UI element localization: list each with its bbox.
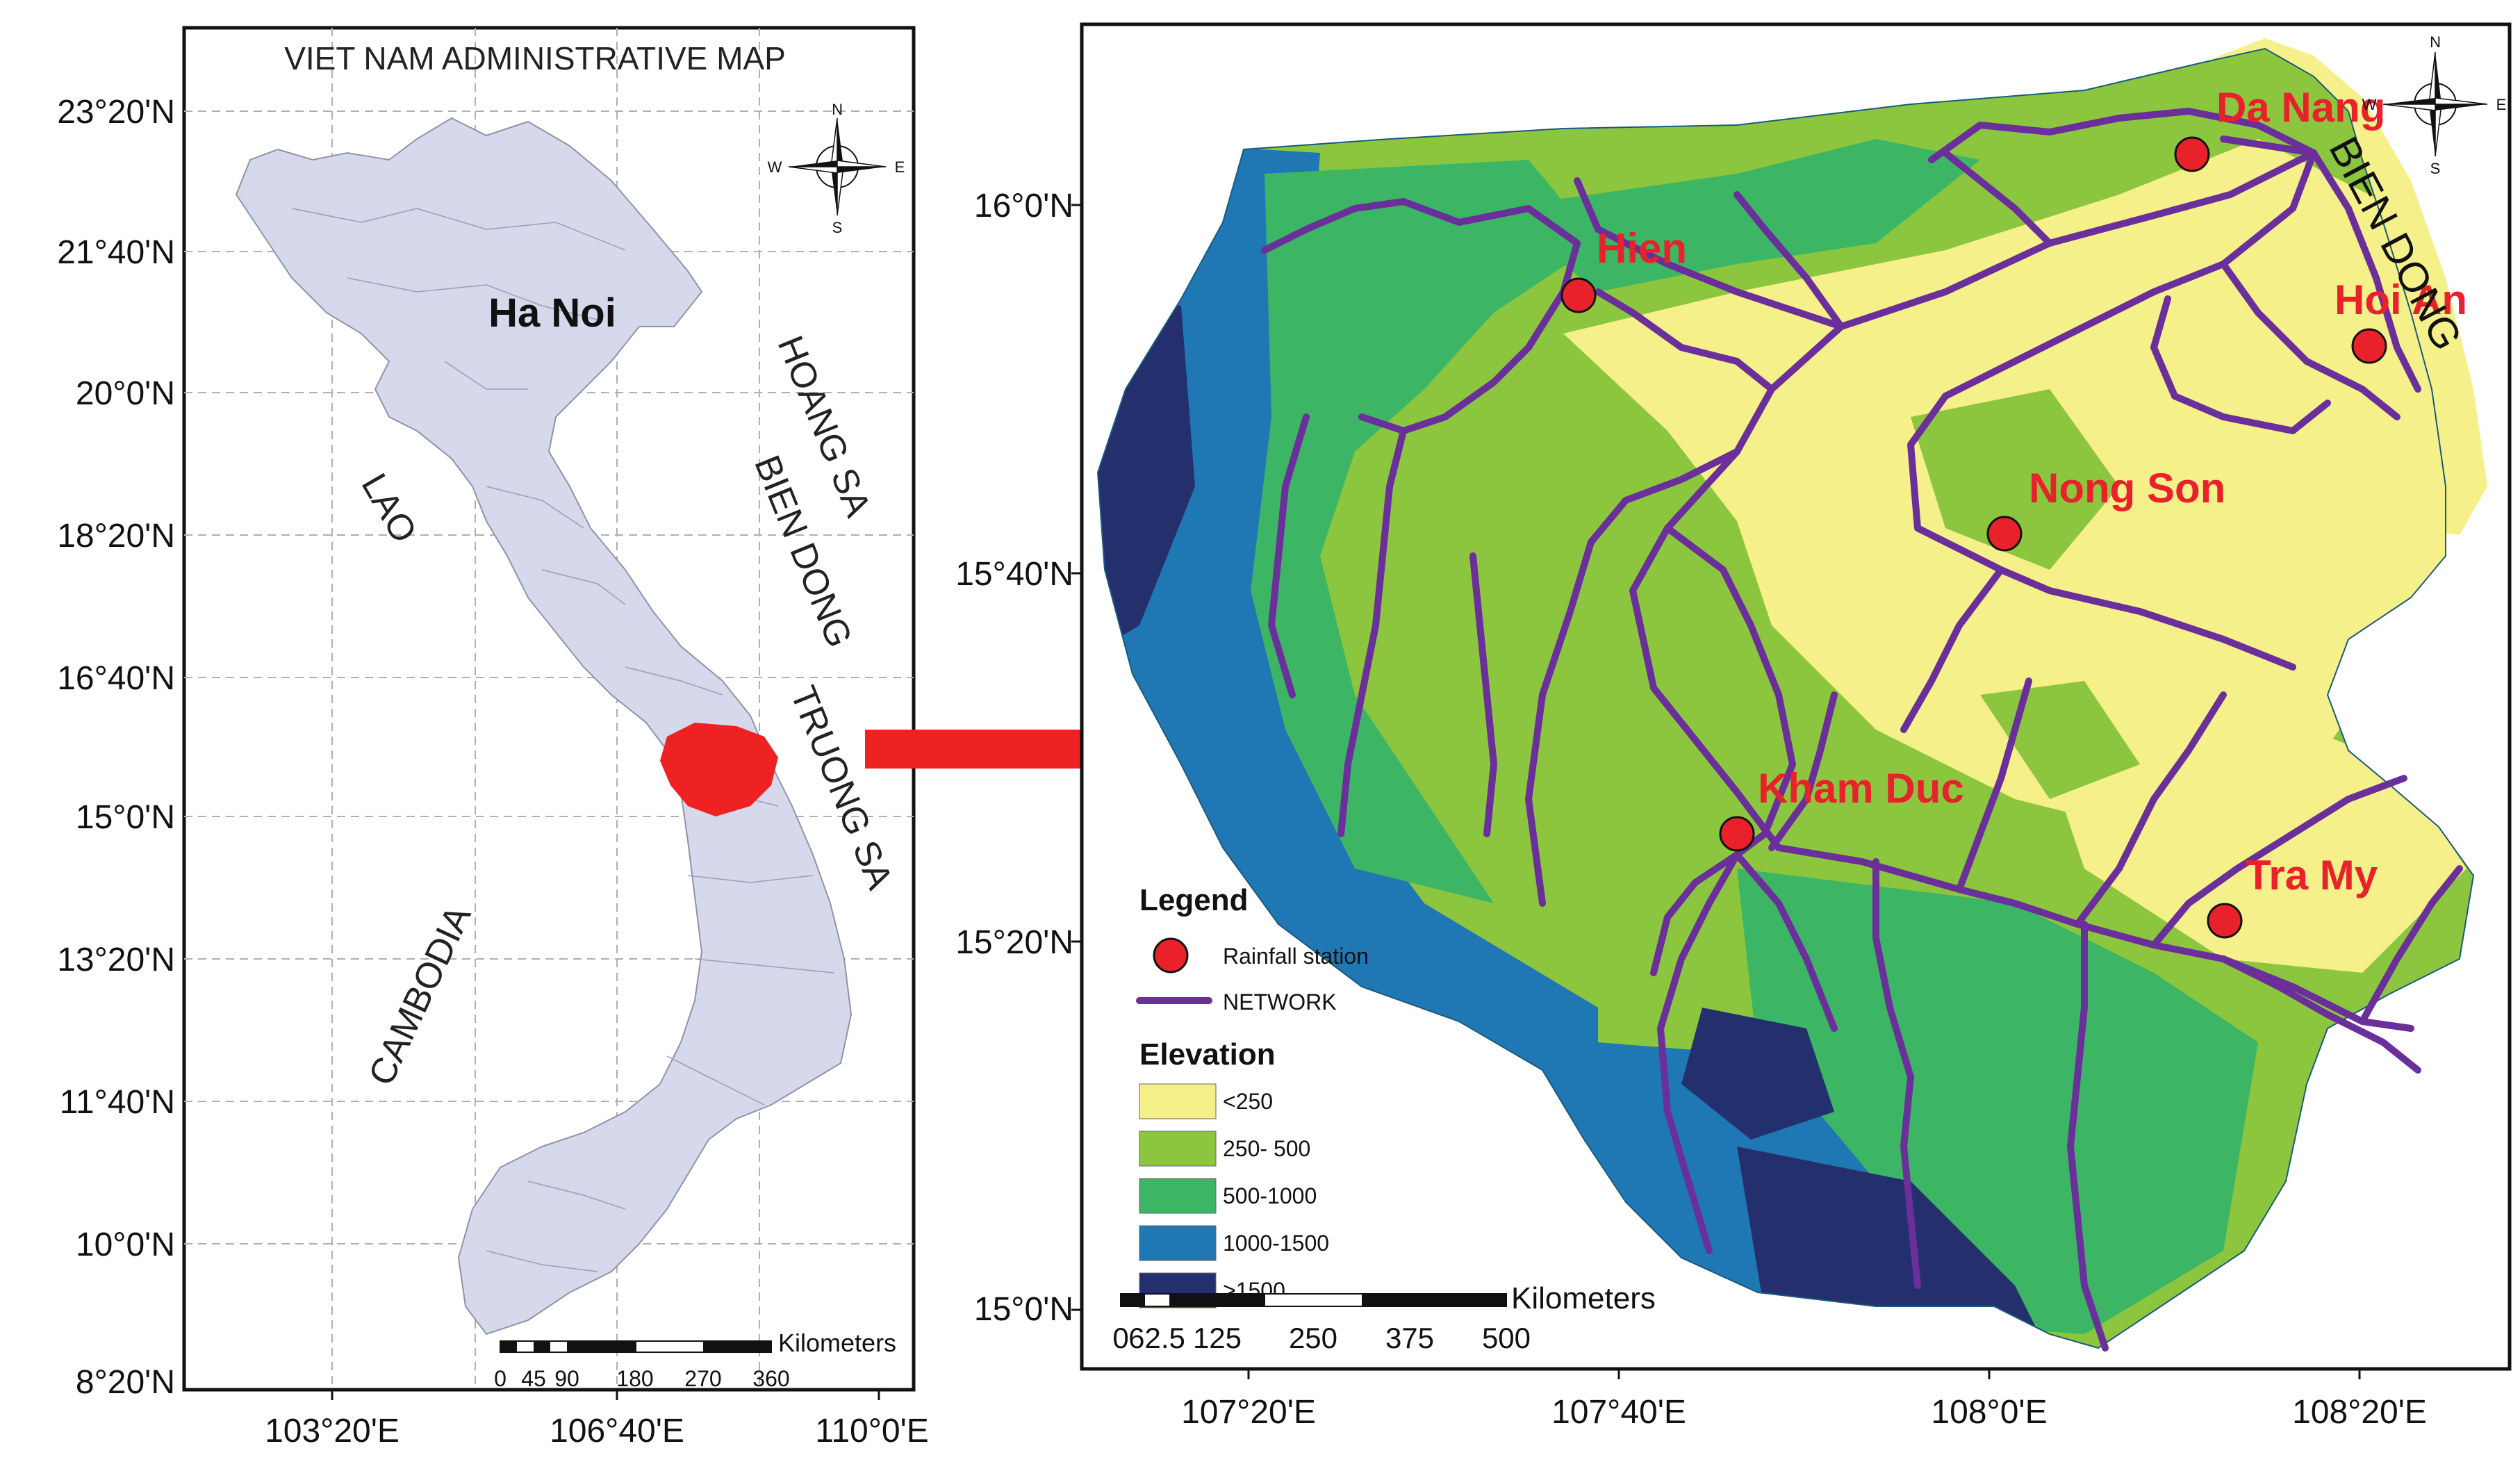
svg-text:Nong Son: Nong Son <box>2029 465 2225 511</box>
svg-text:11°40'N: 11°40'N <box>60 1084 175 1121</box>
svg-text:125: 125 <box>1193 1322 1242 1354</box>
svg-text:360: 360 <box>752 1366 789 1391</box>
svg-text:15°0'N: 15°0'N <box>76 799 175 836</box>
left-lat-labels: 23°20'N 21°40'N 20°0'N 18°20'N 16°40'N 1… <box>57 94 175 1401</box>
svg-text:375: 375 <box>1385 1322 1434 1354</box>
svg-text:62.5: 62.5 <box>1128 1322 1185 1354</box>
right-compass-icon: N S W E <box>2362 33 2507 177</box>
legend-elevation-swatch <box>1139 1178 1217 1214</box>
svg-text:15°40'N: 15°40'N <box>955 556 1073 593</box>
station-tra-my: Tra My <box>2207 852 2378 939</box>
svg-text:8°20'N: 8°20'N <box>76 1364 175 1401</box>
svg-text:180: 180 <box>616 1366 653 1391</box>
svg-text:S: S <box>2430 160 2441 177</box>
svg-text:W: W <box>2362 96 2377 113</box>
svg-text:108°20'E: 108°20'E <box>2292 1394 2427 1431</box>
svg-text:Hien: Hien <box>1597 225 1687 272</box>
svg-text:250: 250 <box>1289 1322 1337 1354</box>
svg-text:45: 45 <box>521 1366 546 1391</box>
quang-nam-highlight <box>660 723 778 816</box>
legend-elevation-swatch <box>1139 1131 1217 1167</box>
station-da-nang: Da Nang <box>2174 84 2385 172</box>
station-nong-son: Nong Son <box>1986 465 2225 552</box>
svg-text:10°0'N: 10°0'N <box>76 1226 175 1263</box>
legend-elevation-label: 250- 500 <box>1223 1136 1310 1161</box>
svg-text:15°0'N: 15°0'N <box>974 1291 1073 1328</box>
legend-elevation-title: Elevation <box>1139 1037 1276 1071</box>
legend-elevation-label: 1000-1500 <box>1223 1231 1329 1256</box>
svg-text:15°20'N: 15°20'N <box>955 924 1073 961</box>
legend-station-label: Rainfall station <box>1223 944 1369 969</box>
svg-text:270: 270 <box>684 1366 721 1391</box>
svg-text:16°40'N: 16°40'N <box>57 660 175 697</box>
svg-text:Da Nang: Da Nang <box>2216 84 2385 131</box>
right-scalebar: Kilometers 0 62.5 125 250 375 500 <box>1112 1281 1656 1354</box>
svg-text:23°20'N: 23°20'N <box>57 94 175 131</box>
svg-text:21°40'N: 21°40'N <box>57 234 175 271</box>
svg-text:108°0'E: 108°0'E <box>1931 1394 2047 1431</box>
left-map-panel: VIET NAM ADMINISTRATIVE MAP Ha Noi LAO C… <box>57 26 929 1449</box>
legend-station-symbol <box>1153 937 1189 974</box>
svg-text:Kham Duc: Kham Duc <box>1758 765 1964 812</box>
station-kham-duc: Kham Duc <box>1719 765 1964 852</box>
vietnam-land <box>235 117 853 1336</box>
legend-elevation-swatch <box>1139 1225 1217 1261</box>
svg-text:0: 0 <box>1112 1322 1128 1354</box>
left-map-title: VIET NAM ADMINISTRATIVE MAP <box>284 40 786 76</box>
legend-title: Legend <box>1139 883 1248 917</box>
legend-network-label: NETWORK <box>1223 989 1337 1015</box>
svg-text:N: N <box>832 101 843 118</box>
legend-elevation-label: <250 <box>1223 1089 1273 1114</box>
svg-text:110°0'E: 110°0'E <box>815 1413 929 1449</box>
svg-text:N: N <box>2430 33 2441 51</box>
svg-text:103°20'E: 103°20'E <box>265 1413 400 1449</box>
capital-label: Ha Noi <box>488 290 616 336</box>
svg-text:0: 0 <box>494 1366 507 1391</box>
svg-text:107°20'E: 107°20'E <box>1181 1394 1316 1431</box>
map-legend: Legend Rainfall station NETWORK Elevatio… <box>1136 883 1369 1308</box>
left-lon-labels: 103°20'E 106°40'E 110°0'E <box>265 1413 929 1449</box>
svg-text:90: 90 <box>554 1366 579 1391</box>
right-map-panel: Da Nang Hien Hoi An Nong Son Kham Duc Tr… <box>955 22 2512 1431</box>
svg-text:13°20'N: 13°20'N <box>57 942 175 978</box>
right-lon-labels: 107°20'E 107°40'E 108°0'E 108°20'E <box>1181 1394 2427 1431</box>
svg-text:106°40'E: 106°40'E <box>550 1413 684 1449</box>
station-hoi-an: Hoi An <box>2334 277 2467 364</box>
svg-text:E: E <box>895 158 905 176</box>
right-lat-labels: 16°0'N 15°40'N 15°20'N 15°0'N <box>955 188 1073 1328</box>
svg-text:E: E <box>2496 96 2507 113</box>
left-scalebar: Kilometers 0 45 90 180 270 360 <box>494 1329 896 1391</box>
rainfall-stations: Da Nang Hien Hoi An Nong Son Kham Duc Tr… <box>1560 84 2467 939</box>
svg-text:20°0'N: 20°0'N <box>76 375 175 412</box>
svg-text:S: S <box>832 219 843 236</box>
left-scalebar-unit: Kilometers <box>778 1329 896 1357</box>
svg-text:16°0'N: 16°0'N <box>974 188 1073 224</box>
svg-text:W: W <box>768 158 782 176</box>
svg-text:Tra My: Tra My <box>2246 852 2378 898</box>
svg-text:18°20'N: 18°20'N <box>57 518 175 555</box>
legend-elevation-swatch <box>1139 1083 1217 1119</box>
left-compass-icon: N S W E <box>768 101 905 236</box>
svg-text:107°40'E: 107°40'E <box>1551 1394 1686 1431</box>
svg-text:500: 500 <box>1482 1322 1531 1354</box>
svg-text:Hoi An: Hoi An <box>2334 277 2467 323</box>
right-scalebar-unit: Kilometers <box>1511 1281 1656 1315</box>
basin-outline <box>1096 47 2475 1349</box>
station-hien: Hien <box>1560 225 1687 313</box>
legend-elevation-label: 500-1000 <box>1223 1183 1317 1208</box>
